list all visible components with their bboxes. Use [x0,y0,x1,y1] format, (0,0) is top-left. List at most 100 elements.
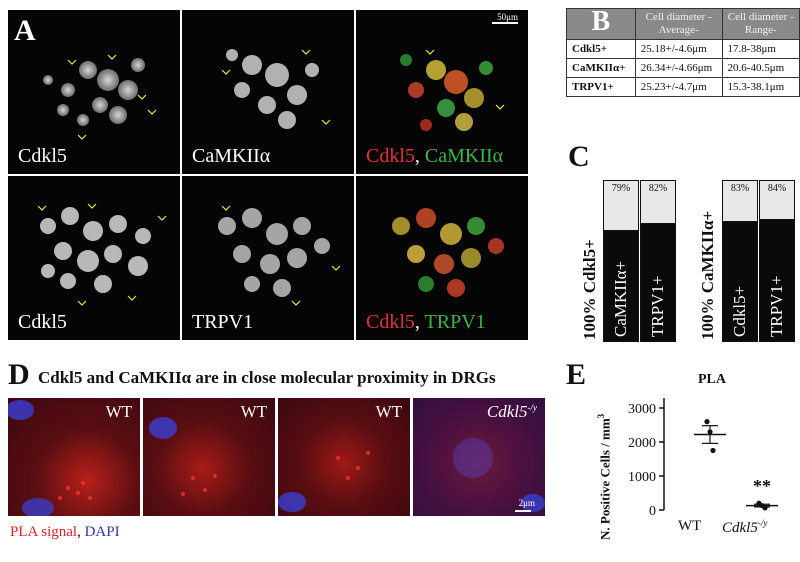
scale-label: 50μm [497,12,518,22]
bar-trpv1-2: 84% TRPV1+ [759,180,795,342]
merge-separator: , [414,145,425,167]
bar-remainder: 79% [604,181,638,231]
bar-remainder: 84% [760,181,794,220]
bar-percent-label: 82% [648,183,668,194]
tile-label: WT [240,402,267,421]
row-average: 25.23+/-4.7μm [634,77,723,97]
cell-image [43,54,157,140]
row-average: 25.18+/-4.6μm [634,39,723,59]
micro-merge-top: 50μm Cdkl5, CaMKIIα [356,10,528,174]
merge-red-label: Cdkl5 [366,311,415,333]
bar-label: Cdkl5+ [730,285,749,337]
row-name: TRPV1+ [566,77,636,97]
merge-separator: , [414,311,425,333]
pla-scatter-chart: 0 1000 2000 3000 ** [628,398,778,519]
bar-percent-label: 84% [767,183,787,194]
row-range: 17.8-38μm [721,39,800,59]
row-name: CaMKIIα+ [566,58,636,78]
y-tick-label: 2000 [628,436,656,451]
table-corner: B [566,5,636,40]
cell-image [400,49,505,131]
pla-tile-2: WT [143,398,275,516]
bar-label: TRPV1+ [648,275,667,337]
tile-label: WT [375,402,402,421]
x-label-wt: WT [678,518,702,534]
merge-green-label: TRPV1 [424,311,486,333]
cell-image [218,205,341,306]
bar-cdkl5: 83% Cdkl5+ [722,180,758,342]
y-tick-label: 1000 [628,470,656,485]
header-average: Cell diameter -Average- [634,8,723,40]
panel-b-letter: B [591,5,611,37]
row-name: Cdkl5+ [566,39,636,59]
table-row: TRPV1+ 25.23+/-4.7μm 15.3-38.1μm [566,77,800,97]
bar-percent-label: 83% [730,183,750,194]
label-merge-bottom: Cdkl5, TRPV1 [366,311,486,334]
merge-red-label: Cdkl5 [366,145,415,167]
panel-e-letter: E [566,358,587,391]
tile-label-sup: -/y [527,402,538,413]
panel-d-letter: D [8,358,30,391]
bar-label: TRPV1+ [767,275,786,337]
micro-camkii-top: CaMKIIα [182,10,354,174]
significance-marker: ** [753,476,771,496]
panel-c-letter: C [568,140,590,173]
y-tick-label: 3000 [628,402,656,417]
row-range: 20.6-40.5μm [721,58,800,78]
header-range: Cell diameter -Range- [721,8,800,40]
tile-label: Cdkl5-/y [487,402,537,422]
label-trpv1: TRPV1 [192,311,254,333]
data-point [704,419,710,425]
chart-title: PLA [698,372,726,387]
data-point [762,505,768,511]
bar-remainder: 82% [641,181,675,224]
panel-b-table: B Cell diameter -Average- Cell diameter … [566,5,800,97]
dapi-nuclei [8,400,92,516]
tile-label: WT [105,402,132,421]
legend-dapi: DAPI [84,524,120,540]
bar-percent-label: 79% [611,183,631,194]
label-cdkl5-bottom: Cdkl5 [18,311,67,333]
bar-trpv1: 82% TRPV1+ [640,180,676,342]
group2-ylabel: 100% CaMKIIα+ [698,210,717,340]
cell-image [392,208,504,297]
legend-pla: PLA signal [10,524,78,540]
scale-bar [492,22,518,24]
dapi-nuclei [149,417,217,496]
label-cdkl5: Cdkl5 [18,145,67,167]
panel-a-letter: A [14,14,36,47]
micro-merge-bottom: Cdkl5, TRPV1 [356,176,528,340]
scale-label: 2μm [518,498,535,508]
data-point [707,429,713,435]
row-range: 15.3-38.1μm [721,77,800,97]
label-merge-top: Cdkl5, CaMKIIα [366,145,503,168]
pla-tile-4: Cdkl5-/y 2μm [413,398,545,516]
legend-separator: , [77,524,85,540]
micro-cdkl5-top: Cdkl5 [8,10,180,174]
chart-ylabel-sup: 3 [596,413,606,419]
group1-ylabel: 100% Cdkl5+ [580,239,599,340]
label-camkii: CaMKIIα [192,145,271,167]
dapi-nuclei [453,438,545,512]
table-row: CaMKIIα+ 26.34+/-4.66μm 20.6-40.5μm [566,58,800,78]
pla-tile-1: WT [8,398,140,516]
x-label-gene: Cdkl5 [722,520,758,536]
bar-label: CaMKIIα+ [611,260,630,337]
pla-tile-3: WT [278,398,410,516]
panel-d-title: Cdkl5 and CaMKIIα are in close molecular… [38,368,496,387]
cell-image [221,49,331,129]
micro-trpv1-bottom: TRPV1 [182,176,354,340]
bar-camkii: 79% CaMKIIα+ [603,180,639,342]
bar-remainder: 83% [723,181,757,222]
table-row: Cdkl5+ 25.18+/-4.6μm 17.8-38μm [566,39,800,59]
row-average: 26.34+/-4.66μm [634,58,723,78]
x-label-sup: -/y [757,518,768,528]
dapi-nuclei [278,451,370,512]
cell-image [37,203,167,306]
micro-cdkl5-bottom: Cdkl5 [8,176,180,340]
merge-green-label: CaMKIIα [424,145,504,167]
scale-bar [515,510,531,512]
y-tick-label: 0 [649,504,656,519]
x-label-cdkl5: Cdkl5-/y [722,518,767,537]
panel-d-legend: PLA signal, DAPI [10,524,120,541]
